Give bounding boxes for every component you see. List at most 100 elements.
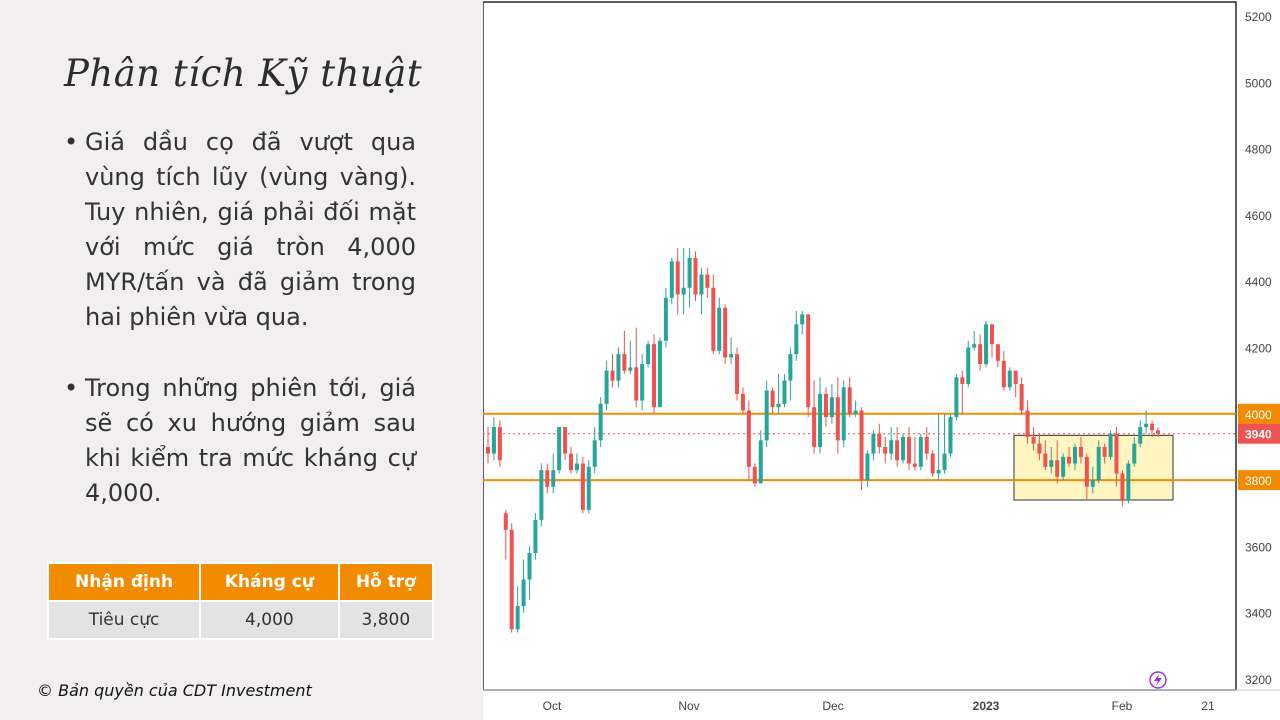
candle-body — [847, 387, 852, 414]
x-tick-label: Dec — [822, 699, 843, 713]
candle-body — [515, 606, 520, 630]
candle-body — [1025, 410, 1030, 438]
candle-body — [1120, 473, 1125, 500]
candle-body — [604, 370, 609, 404]
candle-body — [539, 470, 544, 520]
candle-body — [503, 513, 508, 530]
candle-body — [776, 403, 781, 408]
copyright-note: © Bản quyền của CDT Investment — [37, 681, 312, 700]
bullet-text: Giá dầu cọ đã vượt qua vùng tích lũy (vù… — [85, 128, 416, 331]
y-tick-label: 4600 — [1245, 209, 1272, 223]
candle-body — [586, 466, 591, 510]
y-tick-label: 3400 — [1245, 607, 1272, 621]
candle-body — [628, 367, 633, 371]
plot-area — [483, 1, 1237, 691]
candle-body — [1019, 383, 1024, 411]
candle-body — [610, 370, 615, 381]
candle-body — [729, 354, 734, 358]
candle-body — [646, 344, 651, 365]
candle-body — [486, 446, 490, 454]
y-tick-label: 3200 — [1245, 673, 1272, 687]
candle-body — [640, 364, 645, 401]
candle-body — [1072, 446, 1077, 464]
candle-body — [1096, 446, 1101, 481]
candle-body — [942, 453, 947, 471]
candle-body — [1126, 463, 1131, 500]
candle-body — [598, 403, 603, 441]
x-tick-label: Feb — [1112, 699, 1133, 713]
candle-body — [557, 427, 562, 471]
price-chart: 3200 3400 3600 3800 4000 4200 4400 4600 4800 5000… — [483, 1, 1280, 713]
candle-body — [1049, 460, 1054, 467]
candle-body — [835, 397, 840, 441]
candle-body — [1102, 446, 1107, 457]
candle-body — [723, 307, 728, 358]
candle-body — [823, 393, 828, 418]
candle-body — [1132, 443, 1137, 464]
level-label: 4000 — [1245, 408, 1272, 422]
y-tick-label: 5200 — [1245, 10, 1272, 24]
x-tick-label: 2023 — [973, 699, 1000, 713]
candle-body — [788, 354, 793, 381]
candle-body — [563, 427, 568, 454]
candle-body — [978, 344, 983, 365]
candle-body — [948, 417, 953, 454]
candle-body — [521, 579, 526, 607]
candle-body — [527, 553, 532, 580]
candle-body — [1013, 370, 1018, 384]
x-tick-label: Oct — [543, 699, 562, 713]
candle-body — [1031, 437, 1036, 444]
candle-body — [592, 440, 597, 467]
lightning-icon — [1149, 671, 1167, 689]
candle-body — [569, 453, 574, 471]
candle-body — [580, 463, 585, 510]
candle-body — [794, 324, 799, 355]
candle-body — [687, 257, 692, 288]
candle-body — [634, 367, 639, 401]
level-label-box — [1238, 470, 1280, 491]
candle-body — [936, 470, 941, 474]
candle-body — [1007, 370, 1012, 388]
candle-body — [865, 453, 870, 481]
y-tick-label: 4400 — [1245, 275, 1272, 289]
candle-body — [1090, 480, 1095, 487]
candle-body — [491, 427, 496, 454]
candle-body — [497, 427, 502, 461]
last-price-box — [1238, 423, 1280, 444]
candle-body — [746, 410, 751, 467]
candle-body — [912, 463, 917, 467]
candle-body — [1084, 456, 1089, 487]
candle-body — [551, 470, 556, 487]
candle-body — [918, 437, 923, 467]
candle-body — [889, 440, 894, 454]
candle-body — [906, 437, 911, 464]
candle-body — [829, 397, 834, 418]
candle-body — [1150, 423, 1155, 431]
cell-resistance: 4,000 — [199, 600, 340, 640]
candle-body — [740, 393, 745, 411]
candle-body — [877, 433, 882, 447]
y-tick-label: 3600 — [1245, 540, 1272, 554]
candle-body — [675, 261, 680, 295]
candle-body — [545, 470, 550, 487]
bullet-item-1: • Giá dầu cọ đã vượt qua vùng tích lũy (… — [64, 125, 416, 335]
cell-support: 3,800 — [337, 600, 435, 640]
candle-body — [1138, 427, 1143, 444]
candle-body — [901, 437, 906, 461]
candle-body — [1061, 456, 1066, 477]
candle-body — [930, 453, 935, 474]
candle-body — [924, 437, 929, 454]
candle-body — [1114, 433, 1119, 474]
table-header-row: Nhận định Kháng cự Hỗ trợ — [46, 562, 435, 602]
candle-body — [818, 393, 823, 447]
candle-body — [1078, 446, 1083, 457]
level-label-box — [1238, 403, 1280, 424]
candle-body — [800, 314, 805, 325]
page-title: Phân tích Kỹ thuật — [64, 52, 423, 95]
candle-body — [984, 324, 989, 365]
last-price-label: 3940 — [1245, 428, 1272, 442]
candle-body — [1156, 430, 1160, 434]
y-tick-label: 4800 — [1245, 143, 1272, 157]
candle-body — [752, 466, 757, 484]
candle-body — [533, 519, 538, 554]
